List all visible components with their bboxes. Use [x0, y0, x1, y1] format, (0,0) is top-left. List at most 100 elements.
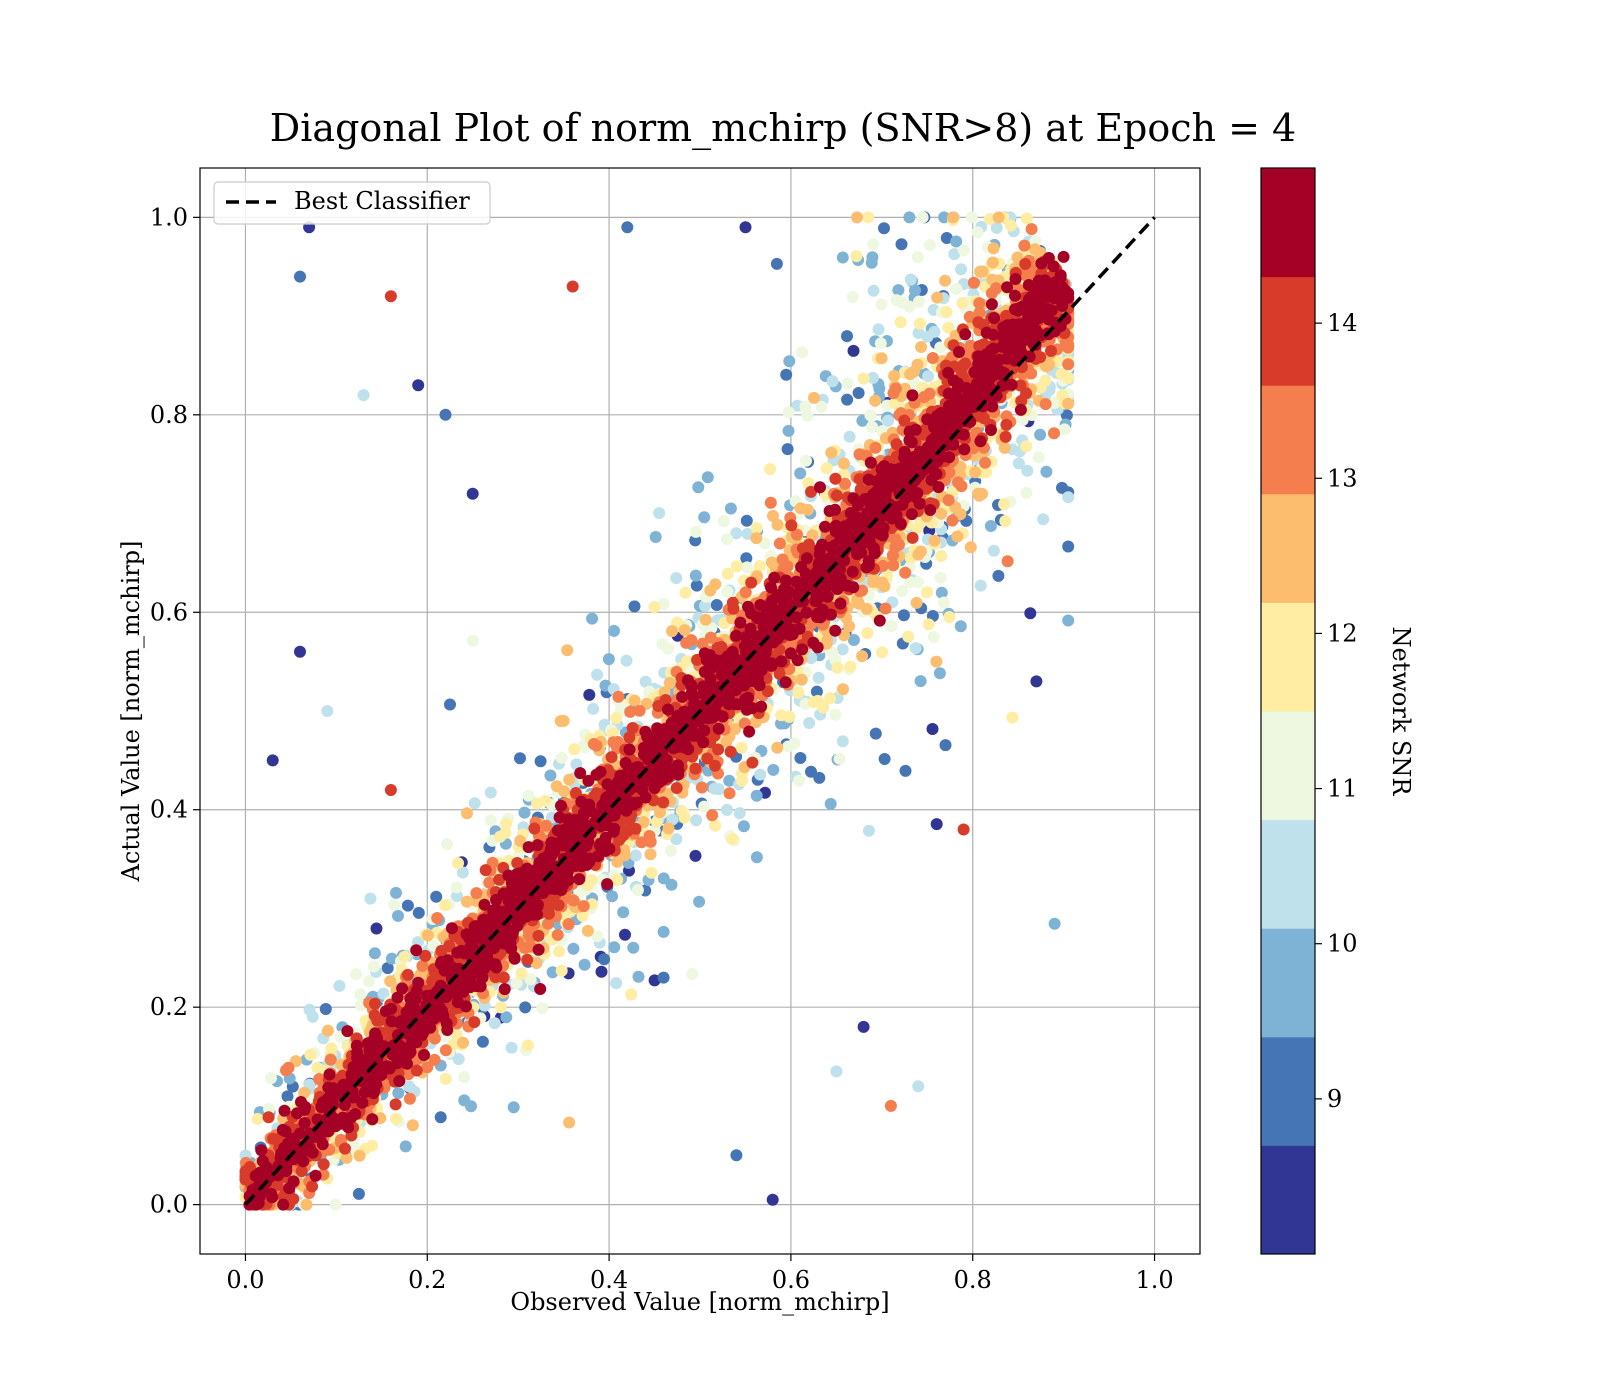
scatter-point [484, 814, 497, 827]
scatter-point [783, 355, 796, 368]
scatter-point [431, 912, 444, 924]
scatter-point [631, 884, 644, 896]
scatter-point [1020, 440, 1033, 453]
scatter-point [892, 284, 905, 297]
scatter-point [869, 727, 882, 740]
scatter-point [957, 244, 970, 257]
scatter-point [890, 438, 903, 451]
scatter-point [712, 743, 725, 756]
scatter-point [851, 211, 863, 224]
scatter-point [514, 752, 526, 765]
scatter-point [1062, 397, 1075, 410]
scatter-point [567, 942, 580, 955]
scatter-point [920, 586, 933, 599]
scatter-point [511, 857, 524, 869]
scatter-point [839, 477, 851, 490]
scatter-point [1004, 219, 1017, 232]
scatter-point [1012, 457, 1025, 470]
scatter-point [990, 282, 1003, 295]
scatter-point [699, 599, 711, 612]
scatter-point [439, 1044, 452, 1057]
scatter-point [333, 979, 346, 992]
scatter-point [737, 820, 750, 833]
scatter-point [608, 624, 620, 637]
scatter-point [686, 968, 699, 980]
scatter-point [931, 291, 944, 304]
scatter-point [663, 677, 676, 689]
scatter-point [563, 773, 576, 786]
scatter-point [861, 627, 874, 640]
scatter-point [476, 1035, 489, 1048]
scatter-point [841, 330, 853, 343]
scatter-point [1032, 451, 1045, 464]
scatter-point [608, 941, 621, 954]
scatter-point [857, 372, 870, 385]
scatter-point [439, 1072, 452, 1085]
scatter-point [837, 683, 849, 696]
scatter-point [862, 211, 875, 224]
scatter-point [606, 890, 619, 903]
scatter-point [946, 514, 959, 527]
scatter-point [494, 1001, 507, 1014]
scatter-point [956, 360, 969, 373]
scatter-point [693, 895, 706, 908]
scatter-point [311, 1061, 324, 1074]
scatter-point [730, 560, 743, 573]
scatter-point [696, 637, 709, 650]
scatter-point [836, 643, 849, 656]
scatter-point [897, 609, 910, 622]
scatter-point [628, 600, 641, 613]
scatter-point [909, 642, 922, 655]
scatter-point [817, 701, 830, 714]
scatter-point [745, 576, 758, 589]
scatter-point [598, 953, 611, 966]
scatter-point [695, 781, 708, 794]
scatter-point [1040, 465, 1053, 478]
scatter-point [675, 805, 688, 818]
scatter-point [577, 900, 590, 913]
scatter-point [739, 586, 752, 599]
scatter-point [724, 502, 737, 515]
scatter-point [685, 634, 698, 647]
scatter-point [627, 941, 640, 954]
scatter-point [776, 553, 789, 566]
scatter-point [563, 1116, 576, 1129]
scatter-point [689, 569, 702, 582]
scatter-point [709, 819, 722, 832]
scatter-point [370, 922, 383, 935]
scatter-point [510, 977, 523, 989]
scatter-point [625, 988, 638, 1001]
scatter-point [720, 735, 733, 748]
scatter-point [398, 950, 411, 963]
scatter-point [1024, 607, 1037, 620]
scatter-point [940, 232, 953, 244]
scatter-point [298, 1086, 311, 1099]
scatter-point [706, 809, 719, 822]
scatter-point [746, 756, 759, 769]
scatter-point [753, 560, 766, 572]
scatter-point [698, 800, 711, 813]
scatter-point [930, 818, 943, 831]
scatter-point [385, 952, 398, 965]
scatter-point [519, 1001, 532, 1014]
scatter-point [750, 522, 763, 535]
scatter-point [895, 238, 908, 251]
scatter-point [717, 515, 730, 528]
scatter-point [488, 1017, 501, 1030]
scatter-point [368, 947, 381, 960]
scatter-point [568, 743, 581, 756]
scatter-point [761, 685, 774, 698]
scatter-point [546, 966, 559, 979]
scatter-point [899, 764, 912, 777]
scatter-point [740, 552, 753, 565]
scatter-point [1014, 379, 1027, 392]
scatter-point [869, 441, 882, 454]
scatter-point [801, 409, 814, 422]
scatter-point [558, 785, 571, 798]
scatter-point [1029, 243, 1042, 256]
scatter-point [852, 387, 865, 399]
scatter-point [939, 739, 952, 752]
scatter-point [826, 375, 839, 388]
scatter-point [733, 807, 746, 820]
scatter-point [567, 894, 580, 907]
